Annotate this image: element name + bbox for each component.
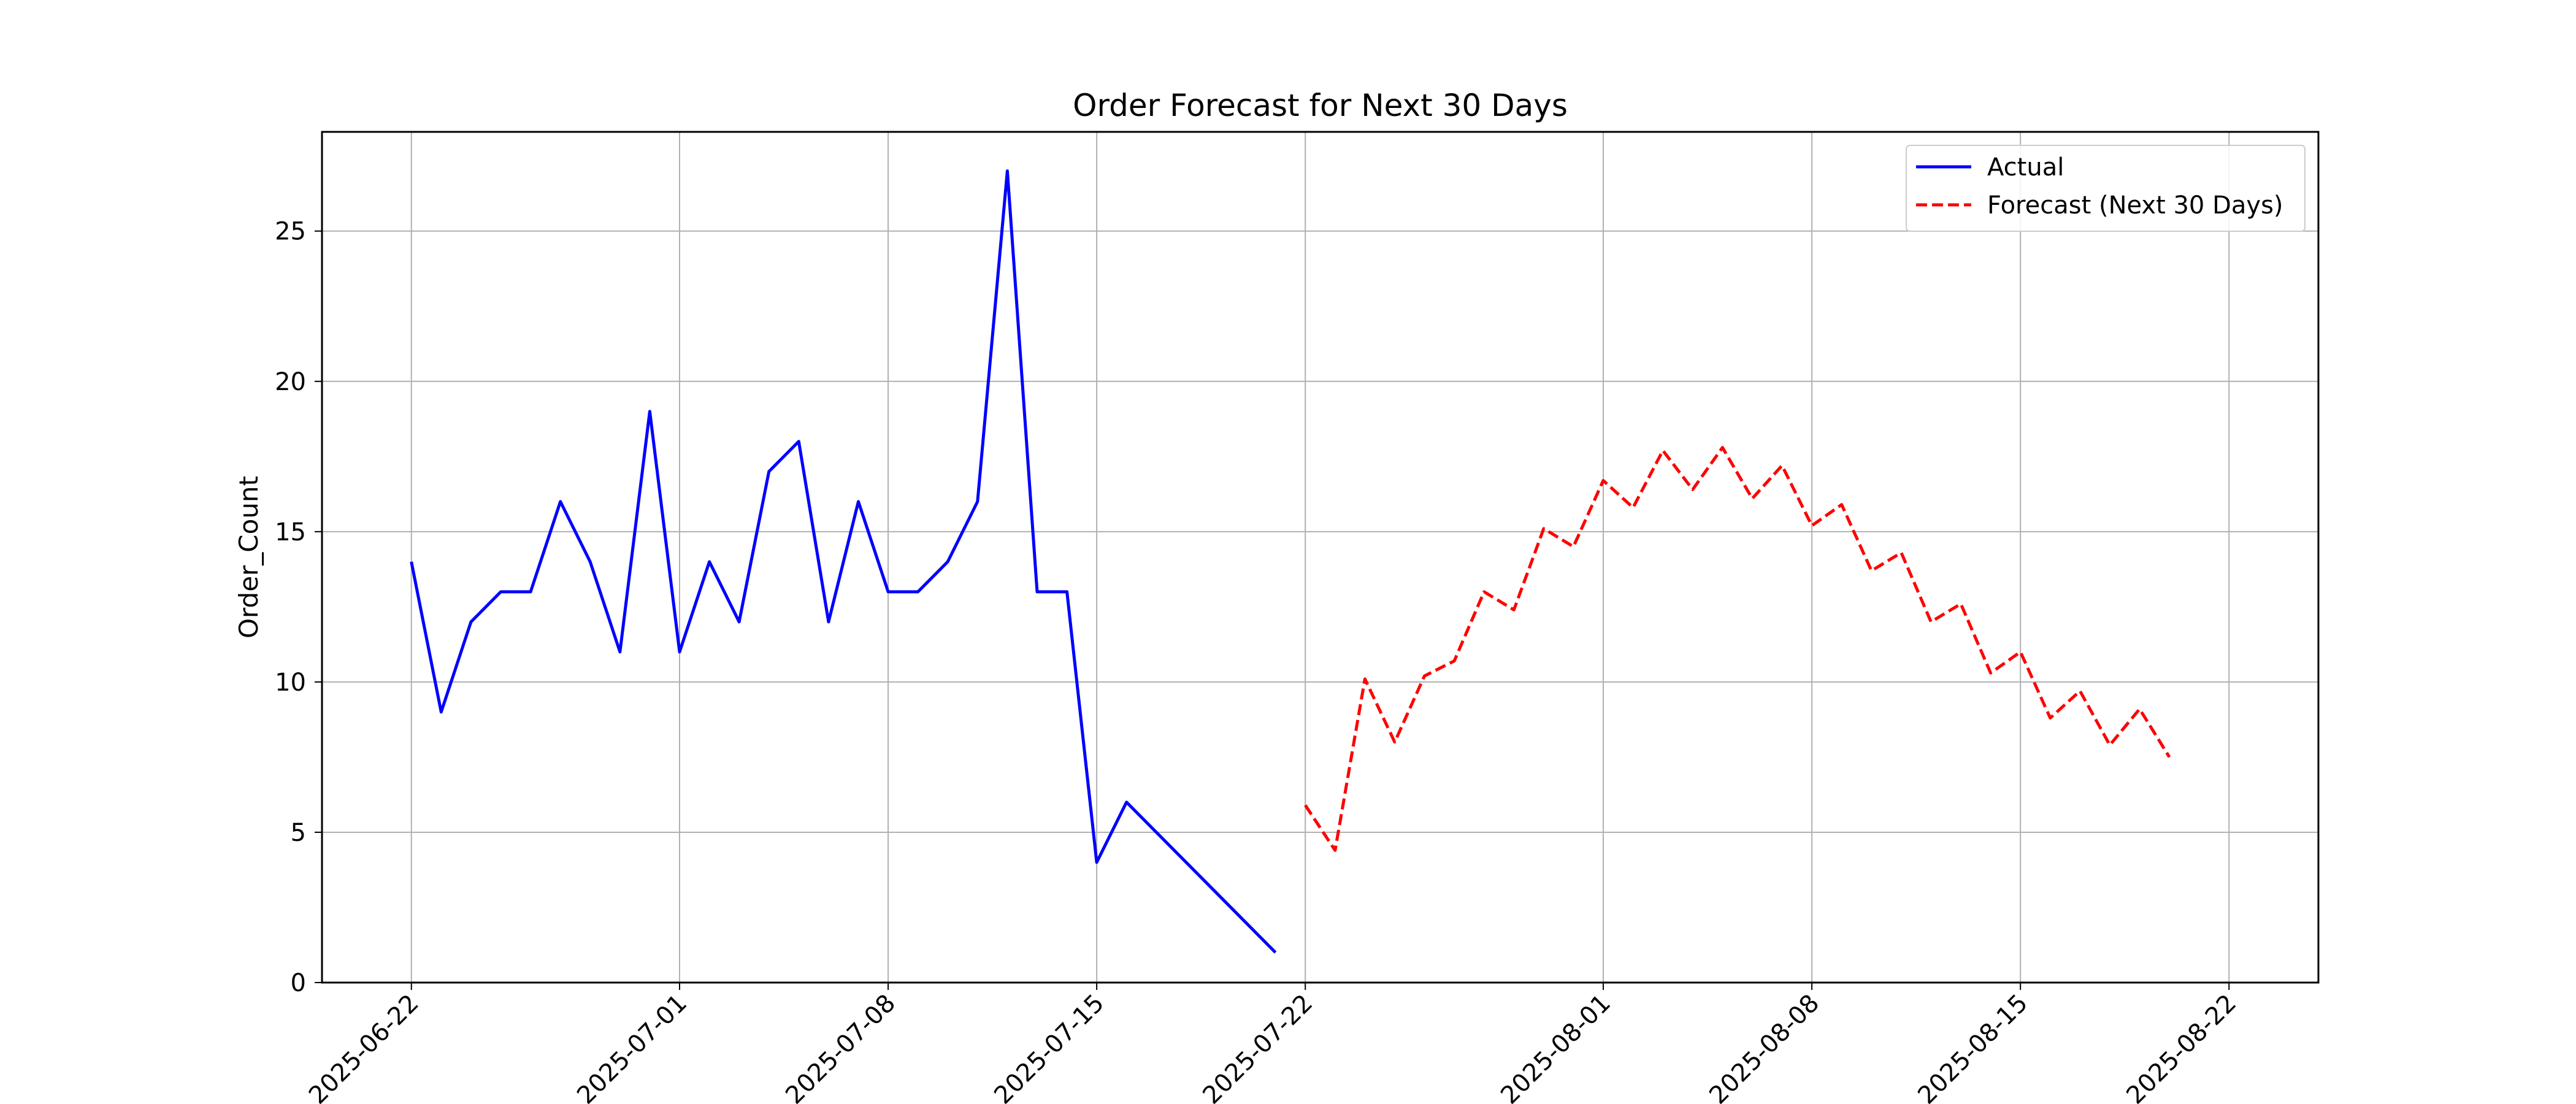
- series-layer: [410, 169, 2171, 954]
- x-tick-label: 2025-07-01: [572, 989, 692, 1104]
- legend-box: [1906, 145, 2306, 232]
- chart-title: Order Forecast for Next 30 Days: [1073, 88, 1568, 123]
- axis-ticks: 2025-06-22 2025-07-01 2025-07-08 2025-07-15…: [275, 218, 2242, 1104]
- y-axis-label: Order_Count: [234, 476, 264, 638]
- series-line-forecast: [1304, 446, 2171, 852]
- x-tick-label: 2025-07-22: [1197, 989, 1318, 1104]
- plot-frame: [321, 131, 2320, 984]
- grid: [322, 132, 2318, 983]
- x-tick-label: 2025-08-01: [1495, 989, 1616, 1104]
- y-tick-label: 0: [291, 969, 306, 997]
- x-tick-label: 2025-08-22: [2121, 989, 2242, 1104]
- legend: Actual Forecast (Next 30 Days): [1906, 145, 2306, 232]
- x-tick-label: 2025-07-15: [989, 989, 1110, 1104]
- x-tick-label: 2025-07-08: [780, 989, 901, 1104]
- y-tick-label: 25: [275, 218, 306, 246]
- x-tick-label: 2025-08-15: [1912, 989, 2033, 1104]
- x-tick-label: 2025-08-08: [1704, 989, 1825, 1104]
- x-tick-label: 2025-06-22: [304, 989, 424, 1104]
- series-line-actual: [410, 169, 1277, 954]
- y-tick-label: 5: [291, 819, 306, 847]
- y-tick-label: 10: [275, 669, 306, 697]
- legend-label: Forecast (Next 30 Days): [1987, 191, 2283, 220]
- legend-label: Actual: [1987, 153, 2064, 182]
- y-tick-label: 20: [275, 368, 306, 396]
- y-tick-label: 15: [275, 518, 306, 546]
